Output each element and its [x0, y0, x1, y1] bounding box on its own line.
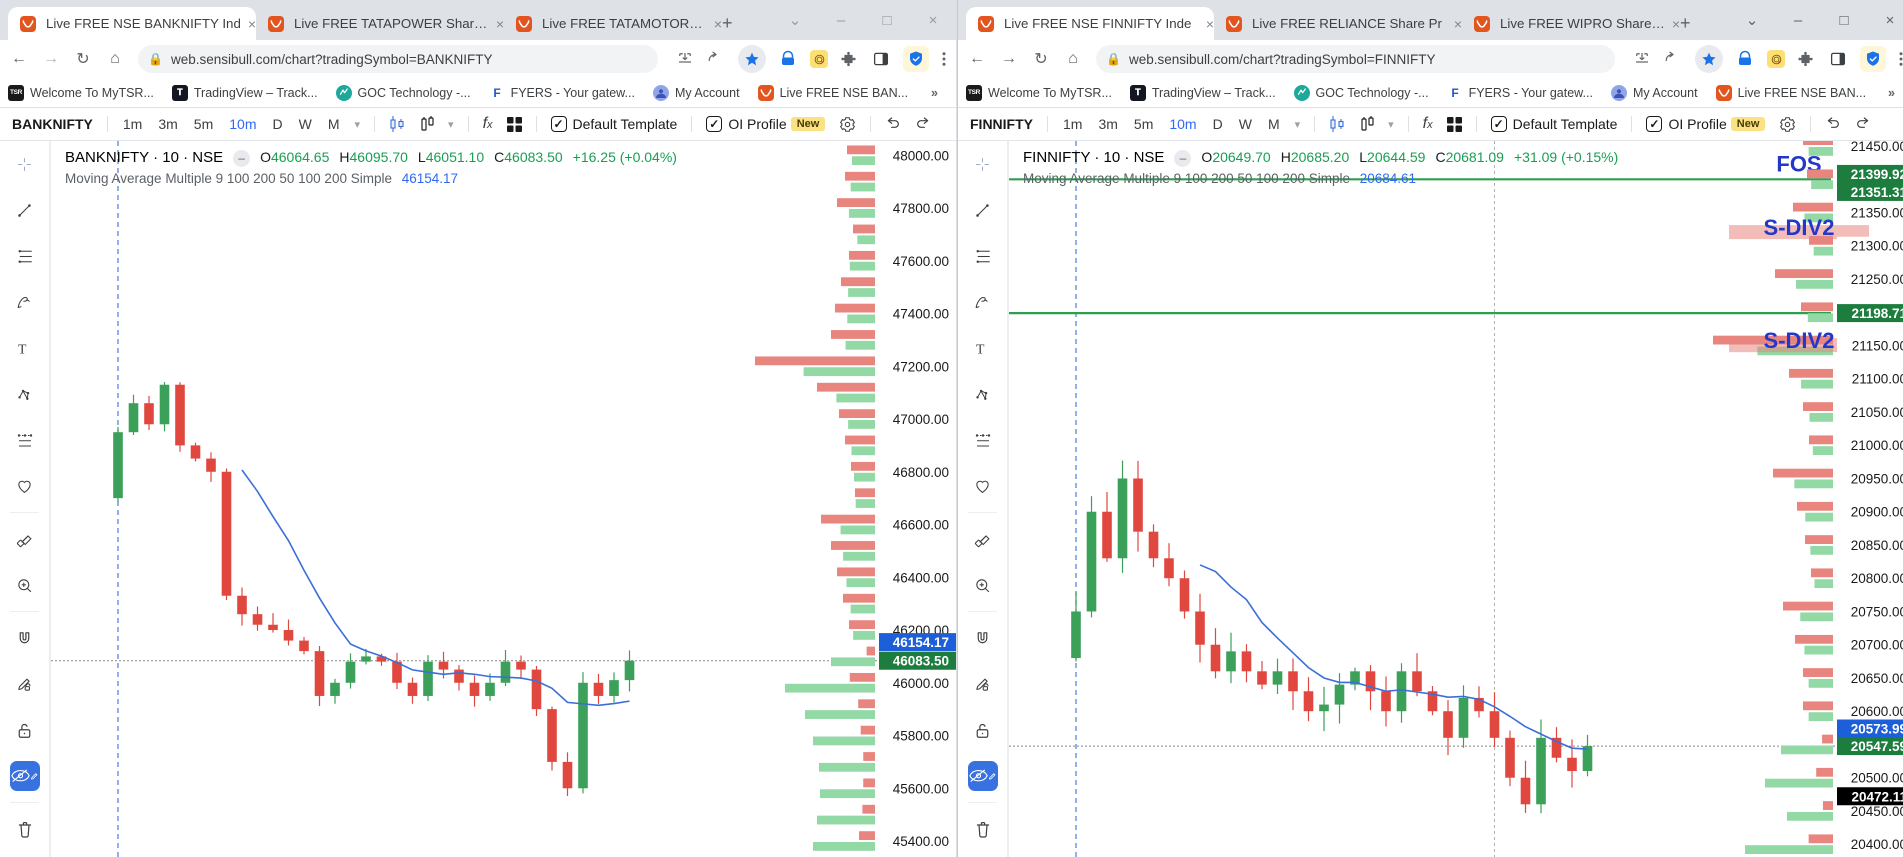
svg-text:47000.00: 47000.00	[893, 412, 949, 427]
svg-text:20450.00: 20450.00	[1851, 804, 1903, 819]
svg-text:47800.00: 47800.00	[893, 201, 949, 216]
svg-text:46083.50: 46083.50	[893, 654, 949, 669]
svg-text:46400.00: 46400.00	[893, 570, 949, 585]
svg-text:20750.00: 20750.00	[1851, 604, 1903, 619]
svg-text:47600.00: 47600.00	[893, 254, 949, 269]
svg-text:21450.00: 21450.00	[1851, 141, 1903, 154]
svg-text:20500.00: 20500.00	[1851, 771, 1903, 786]
svg-text:20950.00: 20950.00	[1851, 471, 1903, 486]
svg-text:45400.00: 45400.00	[893, 834, 949, 849]
svg-text:21350.00: 21350.00	[1851, 205, 1903, 220]
svg-text:46600.00: 46600.00	[893, 518, 949, 533]
svg-text:21351.31: 21351.31	[1851, 185, 1903, 200]
svg-text:21399.92: 21399.92	[1851, 167, 1903, 182]
svg-text:21050.00: 21050.00	[1851, 405, 1903, 420]
svg-text:20700.00: 20700.00	[1851, 638, 1903, 653]
svg-text:46154.17: 46154.17	[893, 635, 949, 650]
svg-text:45800.00: 45800.00	[893, 729, 949, 744]
svg-text:21000.00: 21000.00	[1851, 438, 1903, 453]
svg-text:45600.00: 45600.00	[893, 781, 949, 796]
svg-text:20900.00: 20900.00	[1851, 505, 1903, 520]
svg-text:20650.00: 20650.00	[1851, 671, 1903, 686]
svg-text:47200.00: 47200.00	[893, 359, 949, 374]
svg-text:21198.71: 21198.71	[1851, 306, 1903, 321]
svg-text:T: T	[976, 341, 985, 356]
svg-text:20850.00: 20850.00	[1851, 538, 1903, 553]
svg-text:F: F	[1451, 86, 1458, 100]
svg-text:20800.00: 20800.00	[1851, 571, 1903, 586]
svg-text:S-DIV2: S-DIV2	[1764, 215, 1835, 240]
svg-text:47400.00: 47400.00	[893, 307, 949, 322]
svg-text:T: T	[18, 341, 27, 356]
svg-text:46800.00: 46800.00	[893, 465, 949, 480]
svg-text:21250.00: 21250.00	[1851, 272, 1903, 287]
svg-text:21150.00: 21150.00	[1852, 338, 1903, 353]
svg-text:20547.59: 20547.59	[1851, 739, 1903, 754]
svg-text:F: F	[493, 86, 500, 100]
svg-text:48000.00: 48000.00	[893, 148, 949, 163]
svg-text:20472.11: 20472.11	[1851, 789, 1903, 804]
svg-text:20400.00: 20400.00	[1851, 837, 1903, 852]
svg-text:20600.00: 20600.00	[1851, 704, 1903, 719]
svg-text:46000.00: 46000.00	[893, 676, 949, 691]
svg-text:21100.00: 21100.00	[1852, 372, 1903, 387]
svg-text:20573.99: 20573.99	[1851, 722, 1903, 737]
svg-text:21300.00: 21300.00	[1851, 239, 1903, 254]
svg-text:S-DIV2: S-DIV2	[1764, 328, 1835, 353]
